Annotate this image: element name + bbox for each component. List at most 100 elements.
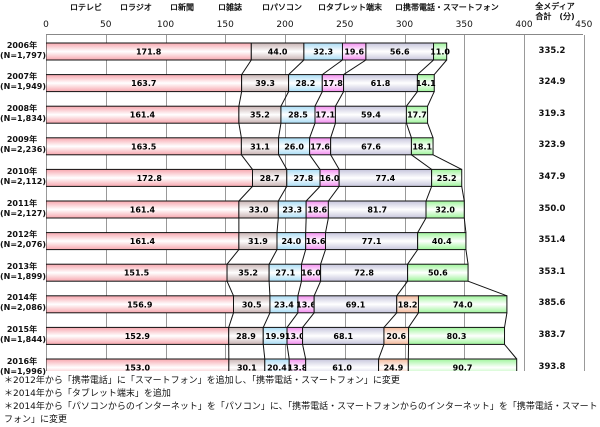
bar-value-label: 17.8: [323, 79, 343, 88]
footnote: ＊2014年から「タブレット端末」を追加: [4, 388, 600, 401]
totals-header: 全メディア 合計 (分): [530, 2, 580, 22]
bar-value-label: 72.8: [354, 269, 374, 278]
connector-line: [322, 60, 342, 75]
footnote: ＊2014年から「パソコンからのインターネット」を「パソコン」に、「携帯電話・ス…: [4, 401, 600, 427]
connector-line: [426, 186, 432, 201]
connector-line: [306, 186, 320, 201]
connector-line: [301, 250, 305, 265]
bar-value-label: 19.9: [265, 332, 285, 341]
bar-value-label: 13.8: [288, 364, 308, 372]
connector-line: [464, 218, 466, 233]
bar-value-label: 24.9: [384, 364, 404, 372]
bar-value-label: 26.0: [284, 142, 304, 151]
bar-value-label: 32.0: [435, 206, 455, 215]
row-label: 2010年(N=2,112): [0, 167, 44, 187]
bar-value-label: 30.5: [242, 300, 262, 309]
x-tick-label: 100: [157, 20, 174, 30]
bar-value-label: 74.0: [453, 300, 473, 309]
total-value: 323.9: [527, 140, 577, 150]
bar-value-label: 44.0: [268, 48, 288, 57]
bar-value-label: 61.0: [332, 364, 352, 372]
bar-value-label: 50.6: [428, 269, 448, 278]
bar-value-label: 11.0: [430, 48, 450, 57]
bar-value-label: 40.4: [432, 237, 452, 246]
bar-value-label: 59.4: [361, 111, 381, 120]
row-label: 2013年(N=1,899): [0, 262, 44, 282]
total-value: 353.1: [527, 267, 577, 277]
connector-line: [239, 92, 242, 107]
x-tick-label: 200: [276, 20, 293, 30]
connector-line: [462, 186, 465, 201]
legend-item-pc: ロパソコン: [262, 2, 302, 13]
legend-item-newspaper: ロ新聞: [170, 2, 194, 13]
totals-header-line1: 全メディア: [530, 2, 580, 12]
legend-item-tablet: ロタブレット端末: [318, 2, 382, 13]
bar-value-label: 31.1: [250, 142, 270, 151]
x-tick-label: 350: [456, 20, 473, 30]
connector-line: [241, 155, 252, 170]
connector-line: [409, 313, 419, 328]
connector-line: [315, 92, 322, 107]
connector-line: [303, 313, 315, 328]
connector-line: [344, 60, 366, 75]
total-value: 324.9: [527, 77, 577, 87]
bar-value-label: 18.1: [412, 142, 432, 151]
bar-value-label: 156.9: [127, 300, 153, 309]
bar-value-label: 163.5: [131, 142, 157, 151]
bar-value-label: 90.7: [453, 364, 473, 372]
connector-line: [239, 186, 253, 201]
connector-line: [335, 92, 343, 107]
legend-item-tv: ロテレビ: [70, 2, 102, 13]
connector-line: [242, 60, 252, 75]
row-label: 2008年(N=1,834): [0, 104, 44, 124]
bar-value-label: 17.6: [310, 142, 330, 151]
total-value: 385.6: [527, 298, 577, 308]
total-value: 350.0: [527, 204, 577, 214]
row-label: 2007年(N=1,949): [0, 72, 44, 92]
bar-value-label: 28.7: [260, 174, 280, 183]
bar-value-label: 35.2: [250, 111, 270, 120]
connector-line: [263, 313, 270, 328]
footnote: ＊2012年から「携帯電話」に「スマートフォン」を追加し、「携帯電話・スマートフ…: [4, 375, 600, 388]
connector-line: [505, 313, 507, 328]
bar-value-label: 56.6: [390, 48, 410, 57]
bar-value-label: 163.7: [131, 79, 156, 88]
connector-line: [328, 186, 339, 201]
x-tick-label: 400: [515, 20, 532, 30]
connector-line: [227, 250, 239, 265]
connector-line: [263, 344, 265, 359]
connector-line: [269, 250, 277, 265]
connector-line: [281, 92, 289, 107]
connector-line: [428, 123, 433, 138]
connector-line: [408, 250, 418, 265]
bar-value-label: 24.0: [281, 237, 301, 246]
x-tick-label: 0: [43, 20, 49, 30]
connector-line: [287, 313, 298, 328]
bar-value-label: 17.7: [407, 111, 427, 120]
connector-line: [310, 123, 315, 138]
row-label: 2014年(N=2,086): [0, 293, 44, 313]
x-tick-label: 450: [575, 20, 592, 30]
connector-line: [411, 155, 431, 170]
connector-line: [278, 186, 286, 201]
connector-line: [505, 344, 517, 359]
legend-item-magazine: ロ雑誌: [218, 2, 242, 13]
connector-line: [417, 60, 433, 75]
bar-value-label: 33.0: [249, 206, 269, 215]
total-value: 351.4: [527, 235, 577, 245]
connector-line: [331, 155, 339, 170]
bar-value-label: 28.5: [288, 111, 308, 120]
x-tick-label: 150: [217, 20, 234, 30]
bar-value-label: 161.4: [130, 111, 156, 120]
total-value: 347.9: [527, 172, 577, 182]
bar-value-label: 27.1: [275, 269, 295, 278]
connector-line: [379, 344, 384, 359]
total-value: 383.7: [527, 330, 577, 340]
bar-value-label: 19.6: [344, 48, 364, 57]
row-label: 2009年(N=2,236): [0, 135, 44, 155]
connector-line: [239, 123, 242, 138]
bar-value-label: 31.9: [248, 237, 268, 246]
bar-value-label: 28.2: [296, 79, 316, 88]
legend-item-radio: ロラジオ: [120, 2, 152, 13]
